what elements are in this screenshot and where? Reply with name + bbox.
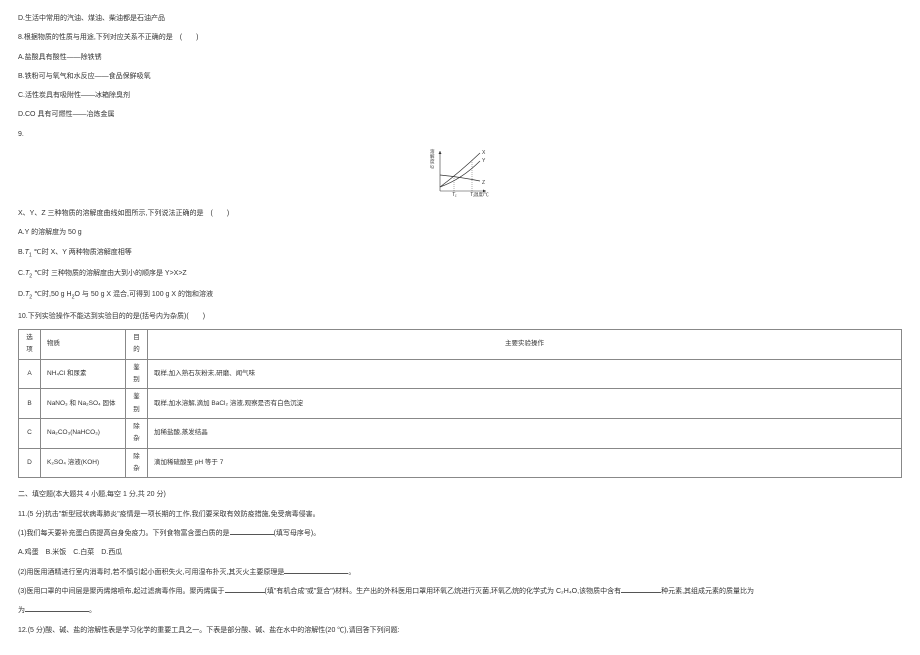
th-aim: 目的	[126, 330, 148, 360]
q11-p3-b: (填"有机合成"或"复合")材料。生产出的外科医用口罩用环氧乙烷进行灭菌,环氧乙…	[265, 588, 622, 595]
section-2-title: 二、填空题(本大题共 4 小题,每空 1 分,共 20 分)	[18, 488, 902, 501]
q8-opt-c: C.活性炭具有吸附性——冰箱除臭剂	[18, 89, 902, 102]
q8-opt-a: A.盐酸具有酸性——除铁锈	[18, 51, 902, 64]
q11-p1-pre: (1)我们每天要补充蛋白质提高自身免疫力。下列食物富含蛋白质的是	[18, 530, 230, 537]
svg-text:Z: Z	[482, 180, 485, 186]
table-row: B NaNO₃ 和 Na₂SO₄ 固体 鉴别 取样,加水溶解,滴加 BaCl₂ …	[19, 389, 902, 419]
q9-d-mid: ℃时,50 g H	[32, 291, 71, 298]
cell-sub: K₂SO₄ 溶液(KOH)	[41, 448, 126, 478]
cell-sel: D	[19, 448, 41, 478]
cell-sel: A	[19, 359, 41, 389]
q9-b-pre: B.	[18, 249, 25, 256]
svg-text:T₁: T₁	[452, 192, 457, 197]
q11-p3-a: (3)医用口罩的中间层是聚丙烯熔喷布,起过滤病毒作用。聚丙烯属于	[18, 588, 225, 595]
q8-stem: 8.根据物质的性质与用途,下列对应关系不正确的是 ( )	[18, 31, 902, 44]
q9-d-post: O 与 50 g X 混合,可得到 100 g X 的饱和溶液	[75, 291, 213, 298]
cell-op: 加稀盐酸,蒸发结晶	[148, 419, 902, 449]
q9-chart-wrap: X Y Z T₁ T₂ 温度/℃ 溶 解 度 /g	[18, 147, 902, 197]
q12-stem: 12.(5 分)酸、碱、盐的溶解性表是学习化学的重要工具之一。下表是部分酸、碱、…	[18, 624, 902, 637]
blank	[25, 606, 89, 612]
cell-aim: 除杂	[126, 419, 148, 449]
cell-aim: 除杂	[126, 448, 148, 478]
q11-p1: (1)我们每天要补充蛋白质提高自身免疫力。下列食物富含蛋白质的是 (填写母序号)。	[18, 527, 902, 540]
th-op: 主要实验操作	[148, 330, 902, 360]
q11-p1-opts: A.鸡蛋 B.米饭 C.白菜 D.西瓜	[18, 546, 902, 559]
svg-text:温度/℃: 温度/℃	[474, 191, 489, 197]
q9-number: 9.	[18, 128, 902, 141]
q11-p3-line1: (3)医用口罩的中间层是聚丙烯熔喷布,起过滤病毒作用。聚丙烯属于 (填"有机合成"…	[18, 585, 902, 598]
q9-opt-a: A.Y 的溶解度为 50 g	[18, 226, 902, 239]
q11-p1-post: (填写母序号)。	[274, 530, 321, 537]
th-sub: 物质	[41, 330, 126, 360]
cell-sel: B	[19, 389, 41, 419]
th-sel: 选项	[19, 330, 41, 360]
cell-sub: Na₂CO₃(NaHCO₃)	[41, 419, 126, 449]
cell-sub: NH₄Cl 和尿素	[41, 359, 126, 389]
q10-table: 选项 物质 目的 主要实验操作 A NH₄Cl 和尿素 鉴别 取样,加入熟石灰粉…	[18, 329, 902, 478]
cell-op: 滴加稀硫酸至 pH 等于 7	[148, 448, 902, 478]
q8-opt-b: B.铁粉可与氧气和水反应——食品保鲜吸氧	[18, 70, 902, 83]
q9-b-post: ℃时 X、Y 两种物质溶解度相等	[32, 249, 132, 256]
table-row: A NH₄Cl 和尿素 鉴别 取样,加入熟石灰粉末,研磨、闻气味	[19, 359, 902, 389]
cell-aim: 鉴别	[126, 389, 148, 419]
cell-op: 取样,加水溶解,滴加 BaCl₂ 溶液,观察是否有白色沉淀	[148, 389, 902, 419]
cell-sub: NaNO₃ 和 Na₂SO₄ 固体	[41, 389, 126, 419]
blank	[621, 587, 661, 593]
cell-op: 取样,加入熟石灰粉末,研磨、闻气味	[148, 359, 902, 389]
q11-p2-pre: (2)用医用酒精进行室内消毒时,若不慎引起小面积失火,可用湿布扑灭,其灭火主要原…	[18, 569, 284, 576]
blank	[225, 587, 265, 593]
table-row: D K₂SO₄ 溶液(KOH) 除杂 滴加稀硫酸至 pH 等于 7	[19, 448, 902, 478]
q9-c-post: ℃时 三种物质的溶解度由大到小的顺序是 Y>X>Z	[32, 270, 187, 277]
q11-stem: 11.(5 分)抗击"新型冠状病毒肺炎"疫情是一项长期的工作,我们要采取有效防疫…	[18, 508, 902, 521]
q9-opt-c: C.T2 ℃时 三种物质的溶解度由大到小的顺序是 Y>X>Z	[18, 267, 902, 282]
q11-p2-post: 。	[348, 569, 355, 576]
svg-text:Y: Y	[482, 158, 486, 164]
cell-sel: C	[19, 419, 41, 449]
q11-p3-d: 。	[89, 607, 96, 614]
q11-p3-line2: 为。	[18, 604, 902, 617]
table-row: C Na₂CO₃(NaHCO₃) 除杂 加稀盐酸,蒸发结晶	[19, 419, 902, 449]
svg-text:/g: /g	[430, 164, 434, 169]
blank	[230, 529, 274, 535]
q9-solubility-chart: X Y Z T₁ T₂ 温度/℃ 溶 解 度 /g	[430, 147, 490, 197]
q8-opt-d: D.CO 具有可燃性——冶炼金属	[18, 108, 902, 121]
q10-stem: 10.下列实验操作不能达到实验目的的是(括号内为杂质)( )	[18, 310, 902, 323]
blank	[284, 567, 348, 573]
q9-stem: X、Y、Z 三种物质的溶解度曲线如图所示,下列说法正确的是 ( )	[18, 207, 902, 220]
q11-p3-c: 种元素,其组成元素的质量比为	[661, 588, 754, 595]
table-header-row: 选项 物质 目的 主要实验操作	[19, 330, 902, 360]
svg-text:X: X	[482, 150, 486, 156]
q9-opt-d: D.T2 ℃时,50 g H2O 与 50 g X 混合,可得到 100 g X…	[18, 288, 902, 303]
q11-p2: (2)用医用酒精进行室内消毒时,若不慎引起小面积失火,可用湿布扑灭,其灭火主要原…	[18, 566, 902, 579]
q9-opt-b: B.T1 ℃时 X、Y 两种物质溶解度相等	[18, 246, 902, 261]
cell-aim: 鉴别	[126, 359, 148, 389]
q7-opt-d: D.生活中常用的汽油、煤油、柴油都是石油产品	[18, 12, 902, 25]
q9-d-pre: D.	[18, 291, 25, 298]
q9-c-pre: C.	[18, 270, 25, 277]
q11-p3-ratio-label: 为	[18, 607, 25, 614]
